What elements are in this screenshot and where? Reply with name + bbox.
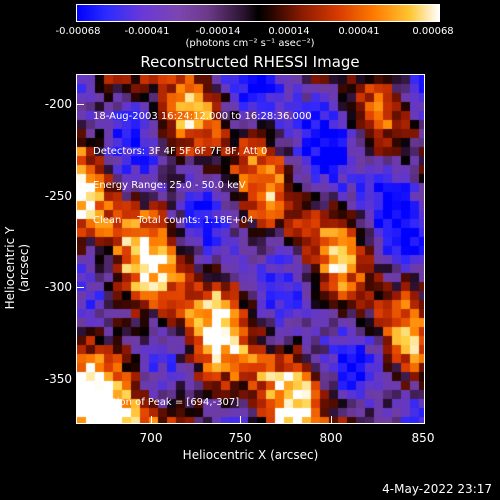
colorbar [76,4,440,22]
x-tick-label: 800 [319,431,343,445]
y-tick-mark [76,287,84,288]
x-tick-label: 850 [411,431,435,445]
overlay-detectors: Detectors: 3F 4F 5F 6F 7F 8F, Att 0 [93,145,268,157]
x-tick-mark [151,416,152,424]
y-tick-mark [76,379,84,380]
image-plot: 18-Aug-2003 16:24:12.000 to 16:28:36.000… [76,74,425,424]
colorbar-tick: -0.00068 [55,26,101,37]
rhessi-image [77,75,424,423]
overlay-time-range: 18-Aug-2003 16:24:12.000 to 16:28:36.000 [93,111,312,122]
y-tick-label: -200 [44,97,72,111]
y-tick-mark [76,104,84,105]
colorbar-tick: 0.00014 [268,26,310,37]
colorbar-tick: 0.00041 [338,26,380,37]
y-tick-label: -350 [44,372,72,386]
y-tick-label: -250 [44,189,72,203]
overlay-info: 18-Aug-2003 16:24:12.000 to 16:28:36.000… [93,88,312,249]
overlay-peak-position: Position of Peak = [694,-307] [93,397,240,408]
y-tick-label: -300 [44,280,72,294]
y-axis-label: Heliocentric Y (arcsec) [3,226,31,310]
colorbar-tick: 0.00068 [412,26,454,37]
colorbar-tick: -0.00014 [195,26,241,37]
overlay-energy-range: Energy Range: 25.0 - 50.0 keV [93,180,246,191]
x-tick-mark [240,416,241,424]
colorbar-tick: -0.00041 [124,26,170,37]
colorbar-unit-label: (photons cm⁻² s⁻¹ asec⁻²) [185,38,315,49]
x-tick-label: 700 [139,431,163,445]
y-tick-mark [76,196,84,197]
overlay-counts: Clean Total counts: 1.18E+04 [93,214,254,226]
plot-title: Reconstructed RHESSI Image [140,53,360,71]
x-tick-mark [331,416,332,424]
timestamp: 4-May-2022 23:17 [382,482,492,496]
x-axis-label: Heliocentric X (arcsec) [182,448,319,462]
x-tick-label: 750 [228,431,252,445]
